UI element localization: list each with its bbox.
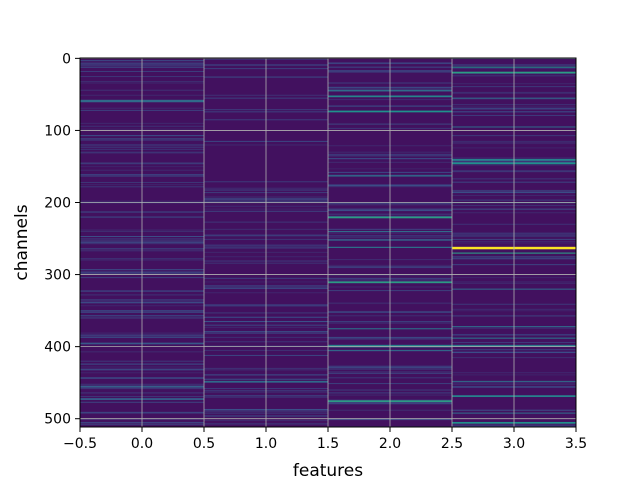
- x-tick-label: 3.5: [565, 436, 587, 452]
- x-axis-ticks: −0.5 0.0 0.5 1.0 1.5 2.0 2.5 3.0 3.5: [63, 427, 587, 452]
- y-tick-label: 500: [44, 412, 71, 428]
- y-tick-label: 200: [44, 196, 71, 212]
- y-axis-ticks: 0 100 200 300 400 500: [44, 51, 80, 428]
- x-axis-label: features: [293, 461, 363, 480]
- x-tick-label: −0.5: [63, 436, 97, 452]
- y-tick-label: 300: [44, 268, 71, 284]
- x-tick-label: 1.5: [317, 436, 339, 452]
- y-tick-label: 100: [44, 123, 71, 139]
- x-tick-label: 0.5: [193, 436, 215, 452]
- y-axis-label: channels: [12, 204, 32, 280]
- x-tick-label: 3.0: [503, 436, 525, 452]
- x-tick-label: 0.0: [131, 436, 153, 452]
- x-tick-label: 2.0: [379, 436, 401, 452]
- y-tick-label: 0: [62, 51, 71, 67]
- x-tick-label: 2.5: [441, 436, 463, 452]
- y-tick-label: 400: [44, 340, 71, 356]
- x-tick-label: 1.0: [255, 436, 277, 452]
